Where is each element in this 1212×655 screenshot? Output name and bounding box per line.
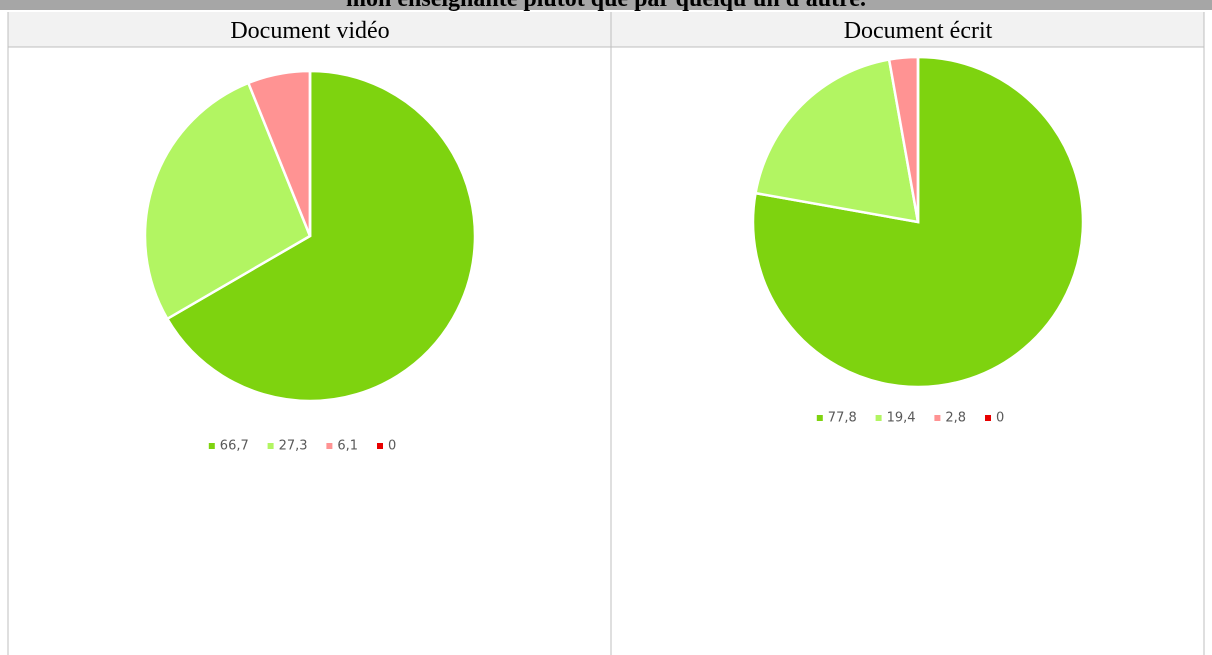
column-header: Document vidéo [230, 18, 389, 44]
legend-label: 66,7 [220, 439, 249, 454]
legend-swatch [267, 443, 274, 449]
legend-label: 6,1 [337, 439, 358, 454]
title: mon enseignante plutôt que par quelqu'un… [346, 0, 866, 12]
legend-label: 0 [388, 439, 396, 454]
legend-swatch [377, 443, 383, 449]
legend-swatch [875, 415, 882, 421]
pie-slice [754, 58, 920, 224]
legend-label: 2,8 [945, 411, 966, 426]
legend-swatch [816, 415, 823, 421]
legend-label: 77,8 [828, 411, 857, 426]
legend-swatch [326, 443, 333, 449]
pie-slice [751, 55, 1085, 389]
legend-label: 27,3 [279, 439, 308, 454]
column-header: Document écrit [844, 18, 993, 44]
legend-label: 19,4 [887, 411, 916, 426]
header-row [8, 12, 1204, 47]
pie-slice [143, 81, 312, 321]
legend-label: 0 [996, 411, 1004, 426]
legend-swatch [934, 415, 941, 421]
legend-swatch [985, 415, 991, 421]
legend-swatch [208, 443, 215, 449]
pie-slice [165, 69, 477, 403]
title-band [0, 0, 1212, 10]
